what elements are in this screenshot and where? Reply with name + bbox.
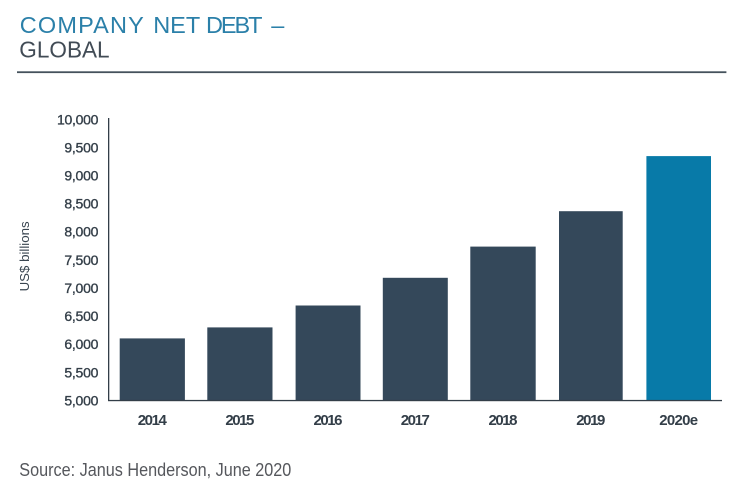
svg-text:2016: 2016 — [314, 412, 343, 429]
svg-text:9,500: 9,500 — [64, 139, 98, 155]
svg-text:2014: 2014 — [138, 412, 168, 429]
svg-text:2019: 2019 — [576, 412, 605, 429]
svg-text:6,000: 6,000 — [64, 336, 98, 352]
svg-text:5,000: 5,000 — [64, 392, 98, 408]
svg-text:–: – — [271, 12, 285, 38]
svg-text:8,000: 8,000 — [64, 224, 98, 240]
svg-text:2018: 2018 — [489, 412, 518, 429]
svg-text:7,500: 7,500 — [64, 252, 98, 268]
svg-text:8,500: 8,500 — [64, 196, 98, 212]
svg-text:10,000: 10,000 — [57, 111, 99, 127]
svg-text:COMPANY: COMPANY — [20, 12, 144, 38]
svg-text:2015: 2015 — [225, 412, 254, 429]
svg-text:2017: 2017 — [401, 412, 430, 429]
svg-text:9,000: 9,000 — [64, 168, 98, 184]
svg-text:NET: NET — [153, 12, 200, 38]
svg-text:DEBT: DEBT — [206, 12, 263, 38]
svg-text:Source: Janus Henderson, June: Source: Janus Henderson, June 2020 — [19, 460, 291, 480]
svg-text:6,500: 6,500 — [64, 308, 98, 324]
svg-text:5,500: 5,500 — [64, 364, 98, 380]
svg-text:GLOBAL: GLOBAL — [19, 37, 109, 63]
svg-text:7,000: 7,000 — [64, 280, 98, 296]
svg-text:US$ billions: US$ billions — [18, 221, 32, 291]
svg-text:2020e: 2020e — [659, 412, 698, 429]
